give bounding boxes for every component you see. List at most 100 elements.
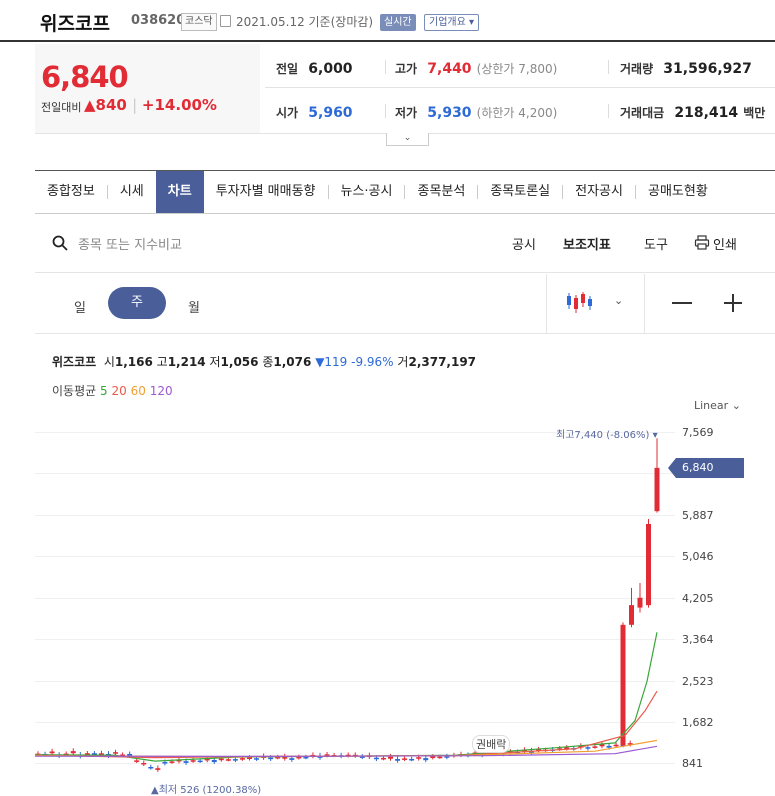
market-badge: 코스닥 [181,13,217,31]
search-icon[interactable] [52,235,68,251]
gridline [35,763,675,764]
candle-body [98,753,104,755]
candle-body [211,759,217,763]
y-tick-label: 4,205 [682,592,714,605]
candle-body [197,760,203,763]
indicator-button[interactable]: 보조지표 [563,238,611,253]
change-amount: ▲840 [84,96,127,114]
period-week[interactable]: 주 [108,287,166,319]
gridline [35,639,675,640]
candle-body [430,756,436,758]
tab-summary[interactable]: 종합정보 [47,184,95,199]
period-day[interactable]: 일 [74,301,86,316]
candle-body [437,756,443,759]
divider [385,60,386,74]
ohlc-summary: 위즈코프 시1,166 고1,214 저1,056 종1,076 ▼119 -9… [52,355,477,369]
price-change: ▲840 | +14.00% [84,96,217,114]
divider [608,104,609,118]
high-annotation: 최고7,440 (-8.06%) ▾ [556,430,658,441]
gridline [35,473,675,474]
candle-body [225,759,231,761]
y-tick-label: 7,569 [682,426,714,439]
y-tick-label: 2,523 [682,675,714,688]
main-tabs: 종합정보 시세 차트 투자자별 매매동향 뉴스·공시 종목분석 종목토론실 전자… [35,170,775,214]
stock-header [0,0,775,42]
stat-volume: 거래량 31,596,927 [620,61,752,77]
change-percent: +14.00% [141,96,217,114]
candle-body [585,747,591,749]
candle-body [113,752,119,754]
ohlc-volume: 2,377,197 [408,355,477,369]
y-tick-label: 841 [682,757,703,770]
date-text: 2021.05.12 기준(장마감) [236,15,374,29]
stat-open: 시가 5,960 [276,105,353,121]
y-tick-label: 5,046 [682,550,714,563]
ohlc-name: 위즈코프 [52,355,97,369]
tools-button[interactable]: 도구 [644,238,668,253]
stock-name: 위즈코프 [40,13,110,35]
price-box [35,44,260,133]
candle-body [359,756,365,758]
candlestick-chart[interactable] [35,420,675,795]
gridline [35,432,675,433]
tab-disclosure[interactable]: 전자공시 [575,184,623,199]
chevron-down-icon[interactable]: ⌄ [614,294,624,307]
zoom-out-icon[interactable] [672,302,692,304]
gridline [35,681,675,682]
divider [608,60,609,74]
zoom-in-icon[interactable] [724,294,742,312]
candle-body [646,523,651,606]
candle-body [84,753,90,755]
divider [644,274,645,334]
y-tick-label: 5,887 [682,509,714,522]
candle-body [169,761,175,763]
tab-quote[interactable]: 시세 [119,184,144,199]
candle-body [268,757,274,760]
expand-toggle-button[interactable]: ⌄ [386,133,429,146]
period-month[interactable]: 월 [188,301,200,316]
chevron-down-icon: ⌄ [731,399,741,412]
print-button[interactable]: 인쇄 [713,238,737,253]
candle-body [654,467,660,512]
stock-code: 038620 [131,13,186,28]
tab-investor[interactable]: 투자자별 매매동향 [215,184,316,199]
ma120-line [35,745,658,758]
change-label: 전일대비 [41,101,82,114]
print-icon[interactable] [694,235,710,250]
tab-short-selling[interactable]: 공매도현황 [647,184,708,199]
candle-body [423,758,429,761]
candle-body [134,760,140,762]
notice-button[interactable]: 공시 [512,238,536,253]
candle-body [373,757,379,760]
candle-body [190,760,196,762]
candle-body [127,753,133,756]
candle-body [303,756,309,759]
tab-news[interactable]: 뉴스·공시 [340,184,393,199]
ohlc-change: ▼119 -9.96% [315,355,394,369]
tab-analysis[interactable]: 종목분석 [417,184,466,199]
candle-body [91,753,97,755]
ma20-label: 20 [111,384,127,398]
compare-search-input[interactable]: 종목 또는 지수비교 [78,238,182,253]
divider [385,104,386,118]
tab-discussion[interactable]: 종목토론실 [490,184,551,199]
stat-amount: 거래대금 218,414 백만 [620,105,766,121]
candle-body [637,597,643,608]
candle-body [155,768,161,770]
realtime-badge[interactable]: 실시간 [380,14,416,31]
candle-body [395,759,401,761]
ma120-label: 120 [149,384,173,398]
candle-body [49,751,55,754]
ma5-label: 5 [100,384,108,398]
gridline [35,722,675,723]
ohlc-low: 1,056 [220,355,259,369]
candle-body [402,758,408,760]
scale-select[interactable]: Linear ⌄ [694,399,741,412]
moving-average-legend: 이동평균 5 20 60 120 [52,384,173,398]
divider [546,274,547,334]
candle-type-icon[interactable] [566,291,594,315]
tab-chart[interactable]: 차트 [155,171,204,213]
company-info-button[interactable]: 기업개요 ▾ [424,14,479,31]
period-bar [35,274,775,334]
stat-prev: 전일 6,000 [276,61,353,77]
